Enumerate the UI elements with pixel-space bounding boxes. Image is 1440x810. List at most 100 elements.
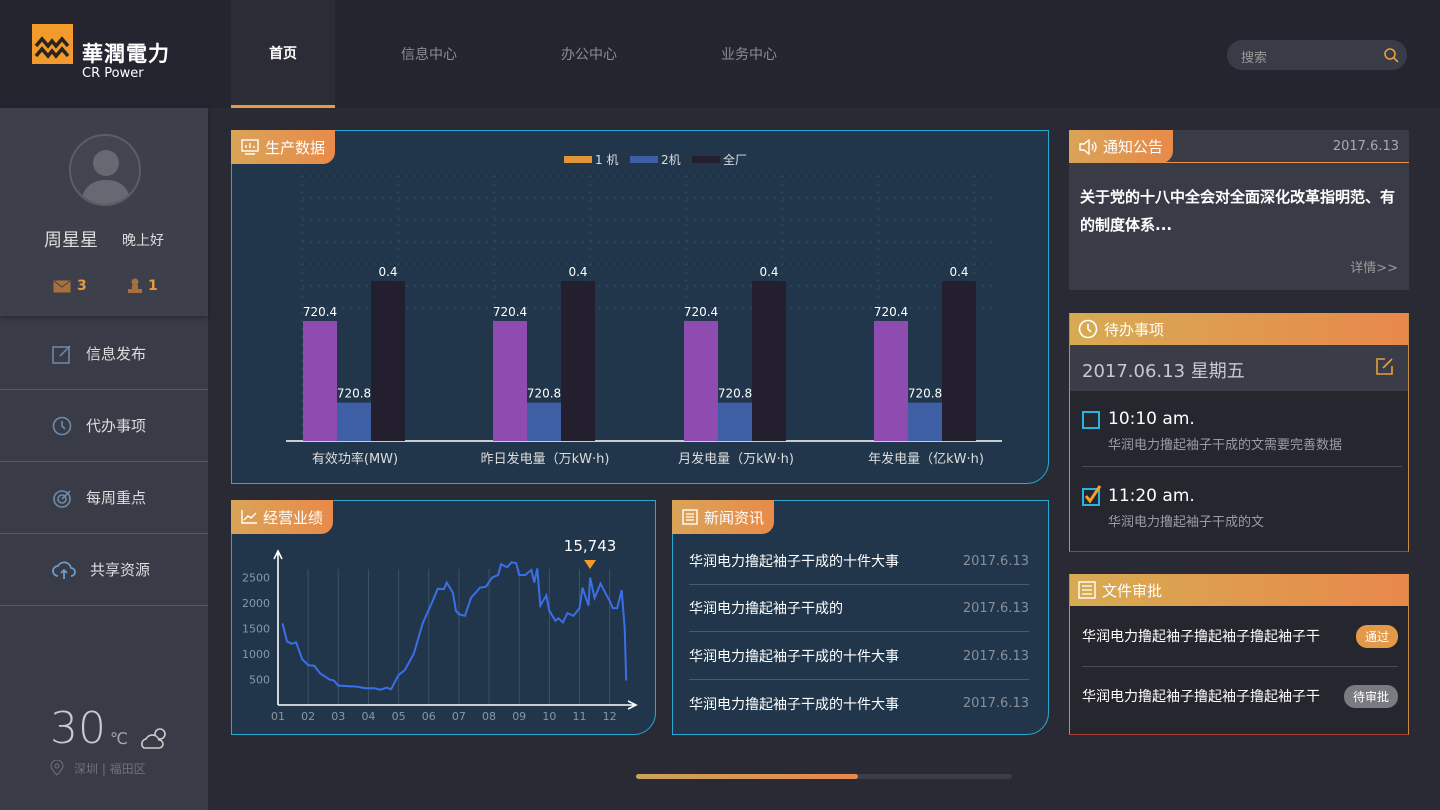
chart-monitor-icon [241, 139, 259, 155]
clock-icon [52, 416, 72, 435]
todo-time: 10:10 am. [1108, 409, 1195, 429]
top-header: 華潤電力 CR Power 首页 信息中心 办公中心 业务中心 搜索 [0, 0, 1440, 108]
production-panel: 生产数据 1 机 2机 全厂 720.4 720.8 0.4 有效功率(MW) 720.4 72… [231, 130, 1049, 484]
news-title-text: 华润电力撸起袖子干成的十件大事 [689, 696, 899, 713]
y-tick-label: 2500 [242, 572, 270, 585]
panel-title: 通知公告 [1103, 138, 1164, 156]
notice-header: 通知公告 2017.6.13 [1069, 130, 1409, 163]
edit-icon [52, 344, 71, 364]
news-title: 新闻资讯 [672, 500, 775, 534]
bar-value-label: 0.4 [759, 265, 778, 279]
x-axis [278, 700, 638, 710]
sidebar: 周星星 晚上好 3 1 信息发布 代办事项 每周重点 共享资源 30 ℃ 深圳 … [0, 108, 208, 810]
todo-panel: 待办事项 2017.06.13 星期五 10:10 am. 华润电力撸起袖子干成… [1069, 313, 1409, 552]
y-tick-label: 500 [249, 674, 270, 687]
notice-text[interactable]: 关于党的十八中全会对全面深化改革指明范、有的制度体系... [1080, 188, 1396, 234]
news-item[interactable]: 华润电力撸起袖子干成的十件大事 2017.6.13 [689, 538, 1029, 585]
todo-item[interactable]: 11:20 am. 华润电力撸起袖子干成的文 [1082, 484, 1402, 544]
status-badge-approved: 通过 [1355, 624, 1398, 648]
legend-label: 1 机 [595, 153, 618, 167]
location: 深圳 | 福田区 [74, 762, 146, 776]
sidebar-item-shared[interactable]: 共享资源 [0, 534, 208, 606]
partly-cloudy-icon [141, 728, 166, 749]
messages-count-value: 3 [77, 278, 87, 294]
news-panel: 新闻资讯 华润电力撸起袖子干成的十件大事 2017.6.13 华润电力撸起袖子干成… [672, 500, 1049, 735]
legend-swatch [692, 156, 720, 163]
bar-value-label: 720.8 [908, 387, 942, 401]
performance-line-chart: 01 02 03 04 05 06 07 08 09 10 11 12 500 1000 1500 2000 2… [242, 537, 638, 723]
x-tick-label: 06 [422, 710, 436, 723]
clock-icon [1078, 319, 1098, 339]
bar [493, 321, 527, 441]
avatar[interactable] [69, 134, 141, 206]
performance-panel: 经营业绩 01 02 03 04 05 06 07 08 09 10 11 12 500 1000 1500… [231, 500, 656, 735]
todo-text: 华润电力撸起袖子干成的文 [1108, 515, 1265, 530]
bar-value-label: 720.4 [303, 305, 337, 319]
sidebar-item-todo[interactable]: 代办事项 [0, 390, 208, 462]
production-bar-chart: 1 机 2机 全厂 720.4 720.8 0.4 有效功率(MW) 720.4 720.8 0.… [286, 152, 1002, 467]
x-tick-label: 08 [482, 710, 496, 723]
search-icon[interactable] [1383, 47, 1399, 63]
todo-date: 2017.06.13 星期五 [1082, 361, 1245, 382]
peak-marker [584, 560, 597, 569]
todo-time: 11:20 am. [1108, 486, 1195, 506]
horizontal-scrollbar[interactable] [636, 774, 1012, 779]
sidebar-item-publish[interactable]: 信息发布 [0, 318, 208, 390]
y-tick-label: 1000 [242, 648, 270, 661]
greeting: 晚上好 [122, 233, 164, 249]
x-tick-label: 03 [331, 710, 345, 723]
line-chart-icon [241, 510, 257, 524]
scrollbar-thumb[interactable] [636, 774, 858, 779]
checkbox-unchecked-icon[interactable] [1082, 411, 1100, 429]
news-item[interactable]: 华润电力撸起袖子干成的十件大事 2017.6.13 [689, 633, 1029, 680]
peak-value-label: 15,743 [564, 537, 617, 555]
data-line [281, 561, 628, 691]
news-title-text: 华润电力撸起袖子干成的十件大事 [689, 554, 899, 570]
legend-label: 全厂 [723, 152, 747, 167]
bar [942, 281, 976, 441]
todo-item[interactable]: 10:10 am. 华润电力撸起袖子干成的文需要完善数据 [1082, 409, 1402, 467]
file-item[interactable]: 华润电力撸起袖子撸起袖子撸起袖子干 通过 [1082, 606, 1398, 667]
bar-value-label: 720.4 [684, 305, 718, 319]
news-item[interactable]: 华润电力撸起袖子干成的 2017.6.13 [689, 585, 1029, 632]
panel-title: 经营业绩 [263, 508, 324, 527]
status-badge-pending: 待审批 [1343, 684, 1398, 708]
legend-swatch [564, 156, 592, 163]
nav-office-center[interactable]: 办公中心 [561, 47, 617, 63]
file-item[interactable]: 华润电力撸起袖子撸起袖子撸起袖子干 待审批 [1082, 667, 1398, 725]
bar-value-label: 0.4 [568, 265, 587, 279]
x-tick-label: 07 [452, 710, 466, 723]
news-item[interactable]: 华润电力撸起袖子干成的十件大事 2017.6.13 [689, 680, 1029, 727]
cloud-upload-icon [52, 561, 76, 579]
tasks-count[interactable]: 1 [128, 278, 158, 294]
bar-value-label: 720.8 [527, 387, 561, 401]
panel-title: 新闻资讯 [704, 508, 765, 527]
list-icon [1078, 581, 1096, 599]
nav-business-center[interactable]: 业务中心 [721, 47, 777, 63]
performance-title: 经营业绩 [231, 500, 334, 534]
x-tick-label: 05 [392, 710, 406, 723]
x-tick-label: 01 [271, 710, 285, 723]
news-date: 2017.6.13 [962, 553, 1029, 569]
nav-home[interactable]: 首页 [231, 0, 335, 108]
speaker-icon [1079, 138, 1097, 155]
y-tick-label: 1500 [242, 623, 270, 636]
bar [874, 321, 908, 441]
bar [371, 281, 405, 441]
list-icon [682, 509, 698, 525]
edit-icon[interactable] [1376, 357, 1394, 375]
search-input[interactable]: 搜索 [1227, 40, 1407, 70]
cr-power-logo[interactable]: 華潤電力 CR Power [32, 24, 182, 84]
checkbox-checked-icon[interactable] [1082, 484, 1104, 506]
bar [684, 321, 718, 441]
x-tick-label: 10 [542, 710, 556, 723]
bar-value-label: 720.8 [337, 387, 371, 401]
sidebar-item-weekly[interactable]: 每周重点 [0, 462, 208, 534]
target-icon [53, 489, 71, 508]
nav-info-center[interactable]: 信息中心 [401, 47, 457, 63]
messages-count[interactable]: 3 [53, 278, 87, 294]
notice-panel: 通知公告 2017.6.13 关于党的十八中全会对全面深化改革指明范、有的制度体… [1069, 130, 1409, 290]
notice-details-link[interactable]: 详情>> [1350, 261, 1398, 276]
y-axis [273, 549, 283, 705]
news-date: 2017.6.13 [962, 648, 1029, 664]
